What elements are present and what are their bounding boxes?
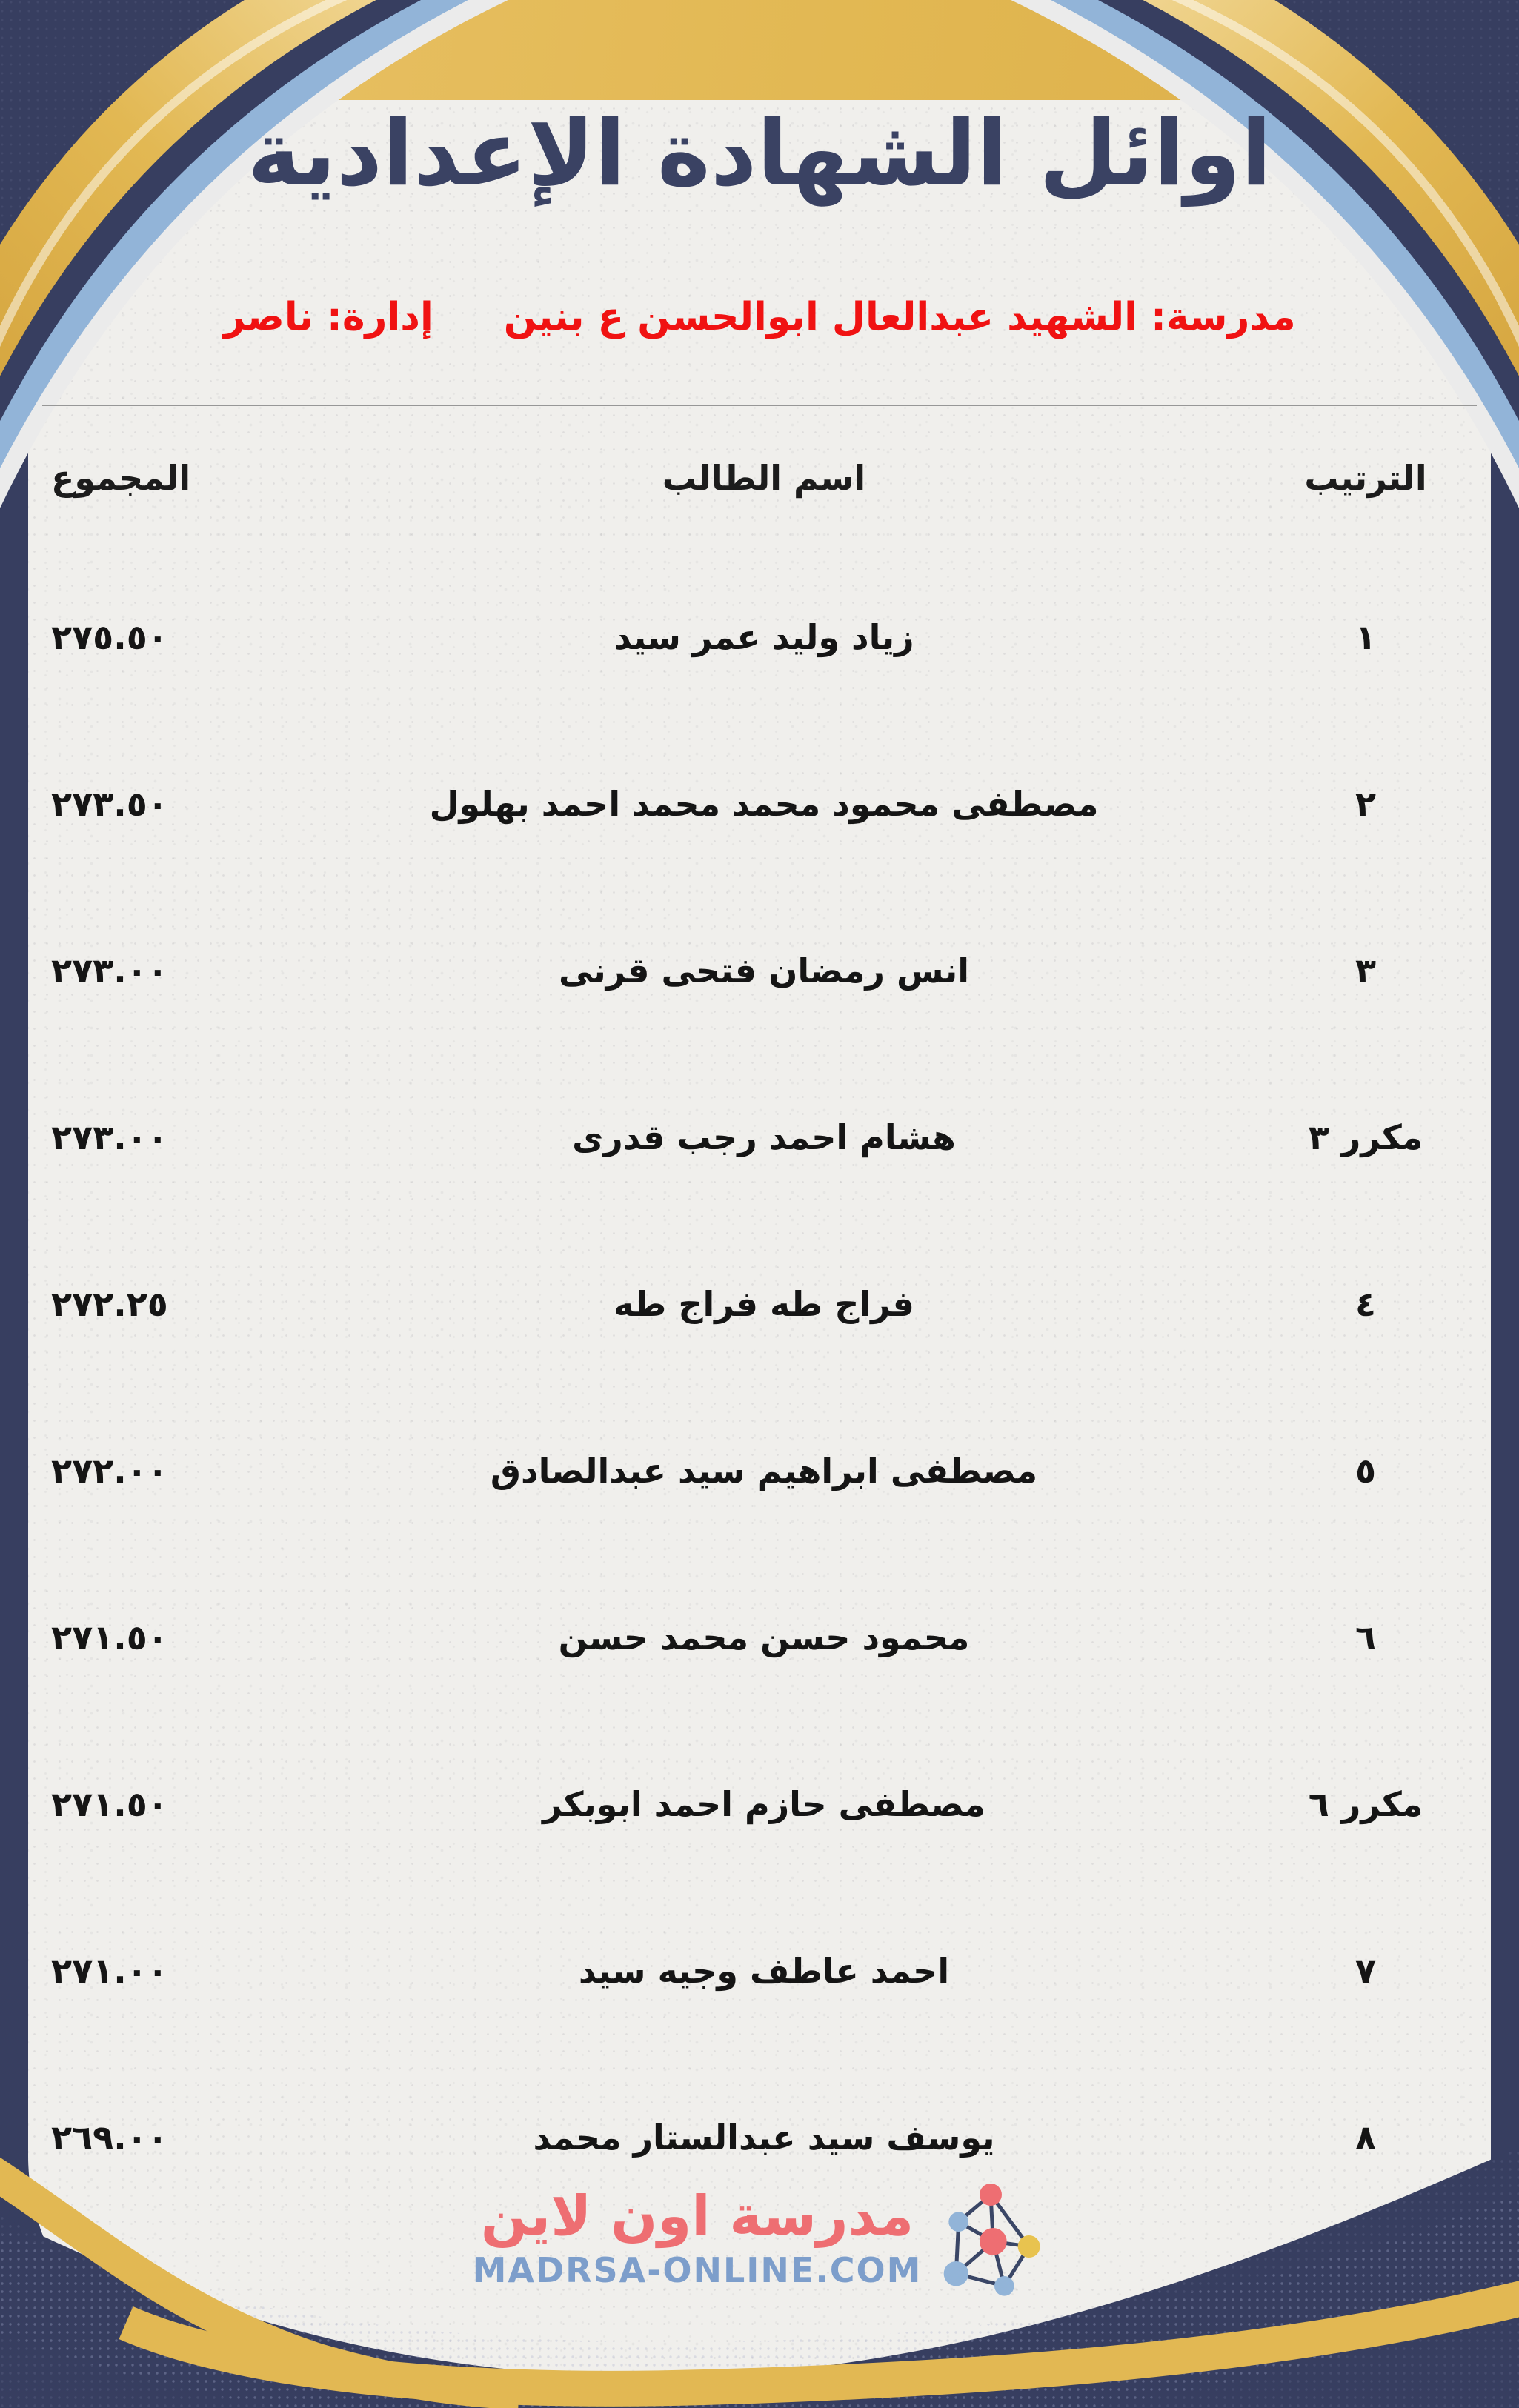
- total-cell: ٢٧٢.٠٠: [51, 1451, 168, 1491]
- table-row: مكرر ٦ مصطفى حازم احمد ابوبكر ٢٧١.٥٠: [42, 1760, 1477, 1849]
- rank-cell: ١: [1355, 617, 1377, 657]
- student-name-cell: زياد وليد عمر سيد: [614, 617, 914, 657]
- rank-cell: ٨: [1355, 2118, 1377, 2158]
- rank-cell: ٢: [1355, 784, 1377, 824]
- rank-cell: ٤: [1355, 1284, 1377, 1324]
- student-name-cell: مصطفى محمود محمد محمد احمد بهلول: [429, 784, 1099, 824]
- rank-cell: ٧: [1355, 1951, 1377, 1991]
- total-header: المجموع: [51, 458, 191, 498]
- rank-header: الترتيب: [1304, 458, 1427, 498]
- student-name-cell: انس رمضان فتحى قرنى: [558, 951, 970, 991]
- rank-cell: مكرر ٦: [1308, 1784, 1423, 1824]
- school-name: مدرسة: الشهيد عبدالعال ابوالحسن ع بنين: [503, 295, 1296, 339]
- page-title: اوائل الشهادة الإعدادية: [247, 101, 1272, 206]
- student-name-cell: هشام احمد رجب قدرى: [572, 1117, 956, 1157]
- logo-network-icon: [944, 2184, 1041, 2296]
- table-row: ١ زياد وليد عمر سيد ٢٧٥.٥٠: [42, 593, 1477, 682]
- logo-domain-text: MADRSA-ONLINE.COM: [472, 2249, 923, 2290]
- student-name-cell: محمود حسن محمد حسن: [558, 1617, 970, 1657]
- table-row: ٨ يوسف سيد عبدالستار محمد ٢٦٩.٠٠: [42, 2093, 1477, 2182]
- total-cell: ٢٧٣.٠٠: [51, 1117, 168, 1157]
- rank-cell: مكرر ٣: [1308, 1117, 1423, 1157]
- student-name-cell: يوسف سيد عبدالستار محمد: [533, 2118, 995, 2158]
- rank-cell: ٦: [1355, 1617, 1377, 1657]
- table-row: ٢ مصطفى محمود محمد محمد احمد بهلول ٢٧٣.٥…: [42, 759, 1477, 848]
- student-name-cell: فراج طه فراج طه: [614, 1284, 914, 1324]
- total-cell: ٢٧٢.٢٥: [51, 1284, 168, 1324]
- total-cell: ٢٧١.٥٠: [51, 1784, 168, 1824]
- total-cell: ٢٧١.٠٠: [51, 1951, 168, 1991]
- student-name-cell: مصطفى حازم احمد ابوبكر: [542, 1784, 985, 1824]
- table-row: ٤ فراج طه فراج طه ٢٧٢.٢٥: [42, 1260, 1477, 1348]
- divider-line: [42, 405, 1477, 406]
- total-cell: ٢٧٥.٥٠: [51, 617, 168, 657]
- school-admin-line: مدرسة: الشهيد عبدالعال ابوالحسن ع بنين إد…: [0, 295, 1519, 339]
- total-cell: ٢٦٩.٠٠: [51, 2118, 168, 2158]
- total-cell: ٢٧١.٥٠: [51, 1617, 168, 1657]
- site-logo: مدرسة اون لاين MADRSA-ONLINE.COM: [0, 2177, 1519, 2301]
- name-header: اسم الطالب: [662, 458, 866, 498]
- table-row: ٥ مصطفى ابراهيم سيد عبدالصادق ٢٧٢.٠٠: [42, 1426, 1477, 1515]
- student-name-cell: مصطفى ابراهيم سيد عبدالصادق: [490, 1451, 1038, 1491]
- student-name-cell: احمد عاطف وجيه سيد: [578, 1951, 950, 1991]
- total-cell: ٢٧٣.٥٠: [51, 784, 168, 824]
- table-row: مكرر ٣ هشام احمد رجب قدرى ٢٧٣.٠٠: [42, 1093, 1477, 1182]
- table-row: ٦ محمود حسن محمد حسن ٢٧١.٥٠: [42, 1593, 1477, 1682]
- logo-text-block: مدرسة اون لاين MADRSA-ONLINE.COM: [472, 2184, 923, 2290]
- rank-cell: ٣: [1355, 951, 1377, 991]
- logo-arabic-text: مدرسة اون لاين: [480, 2184, 914, 2249]
- total-cell: ٢٧٣.٠٠: [51, 951, 168, 991]
- administration-name: إدارة: ناصر: [223, 295, 433, 339]
- table-header-row: الترتيب اسم الطالب المجموع: [42, 433, 1477, 522]
- table-row: ٣ انس رمضان فتحى قرنى ٢٧٣.٠٠: [42, 926, 1477, 1015]
- table-row: ٧ احمد عاطف وجيه سيد ٢٧١.٠٠: [42, 1926, 1477, 2015]
- rank-cell: ٥: [1355, 1451, 1377, 1491]
